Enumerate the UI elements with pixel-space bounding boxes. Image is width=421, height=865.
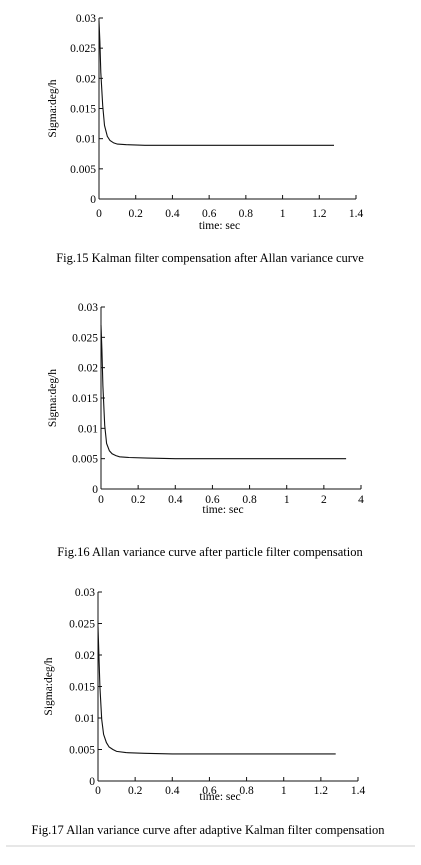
- chart3-x-tick-label: 0.6: [202, 785, 217, 797]
- chart1-y-tick-label: 0.005: [70, 164, 96, 176]
- chart1-y-tick-label: 0.03: [76, 13, 96, 25]
- chart2-series-line: [100, 325, 347, 460]
- chart3-x-tick-label: 1.2: [314, 785, 329, 797]
- chart2-y-tick-label: 0.03: [78, 302, 98, 314]
- chart1-y-tick-label: 0.01: [76, 134, 96, 146]
- chart1-y-tick-label: 0: [90, 194, 96, 206]
- chart3-x-tick-label: 1.4: [351, 785, 366, 797]
- chart1-x-tick-label: 1: [280, 208, 286, 220]
- chart3-x-tick-label: 0.2: [128, 785, 143, 797]
- chart2-x-tick-label: 0.6: [205, 494, 220, 506]
- chart1-caption: Fig.15 Kalman filter compensation after …: [56, 251, 364, 265]
- chart1-y-axis-label: Sigma:deg/h: [47, 79, 59, 137]
- chart2-y-tick-label: 0.02: [78, 363, 98, 375]
- chart3-caption: Fig.17 Allan variance curve after adapti…: [32, 823, 386, 837]
- chart1-y-tick-label: 0.015: [70, 104, 96, 116]
- chart1-series-line: [98, 20, 334, 146]
- chart1-y-tick-label: 0.02: [76, 73, 96, 85]
- chart2-y-tick-label: 0.01: [78, 423, 98, 435]
- chart3-x-axis-label: time: sec: [199, 791, 240, 803]
- chart2-y-tick-label: 0.005: [72, 454, 98, 466]
- chart1-x-tick-label: 0: [96, 208, 102, 220]
- chart2-x-tick-label: 0.2: [131, 494, 146, 506]
- chart3-y-tick-label: 0.02: [75, 650, 95, 662]
- chart3-x-tick-label: 0.8: [239, 785, 254, 797]
- chart3-y-tick-label: 0.015: [69, 682, 95, 694]
- chart2-x-tick-label: 0: [98, 494, 104, 506]
- chart2-y-axis-label: Sigma:deg/h: [47, 369, 59, 427]
- chart3-x-tick-label: 0: [95, 785, 101, 797]
- chart2-x-tick-label: 1: [284, 494, 290, 506]
- chart3-y-tick-label: 0.025: [69, 619, 95, 631]
- chart2-y-tick-label: 0.025: [72, 332, 98, 344]
- chart1-x-tick-label: 0.8: [239, 208, 254, 220]
- chart1-x-tick-label: 1.2: [312, 208, 327, 220]
- chart2-x-axis-label: time: sec: [202, 504, 243, 516]
- chart1-y-tick-label: 0.025: [70, 43, 96, 55]
- chart3-y-axis-label: Sigma:deg/h: [43, 657, 55, 715]
- chart1-x-tick-label: 1.4: [349, 208, 364, 220]
- chart3-x-tick-label: 1: [281, 785, 287, 797]
- chart3-series-line: [97, 626, 336, 755]
- chart1-x-tick-label: 0.6: [202, 208, 217, 220]
- chart3-y-tick-label: 0.005: [69, 745, 95, 757]
- chart2-y-tick-label: 0.015: [72, 393, 98, 405]
- chart2-x-tick-label: 4: [358, 494, 364, 506]
- chart1-x-tick-label: 0.4: [165, 208, 180, 220]
- chart1-x-axis-label: time: sec: [199, 220, 240, 232]
- chart2-y-tick-label: 0: [92, 484, 98, 496]
- chart2-caption: Fig.16 Allan variance curve after partic…: [57, 545, 363, 559]
- chart3-y-tick-label: 0.03: [75, 587, 95, 599]
- chart2-x-tick-label: 0.4: [168, 494, 183, 506]
- chart2-x-tick-label: 2: [321, 494, 327, 506]
- chart3-y-tick-label: 0: [89, 776, 95, 788]
- chart1-x-tick-label: 0.2: [129, 208, 144, 220]
- chart2-x-tick-label: 0.8: [242, 494, 257, 506]
- chart3-x-tick-label: 0.4: [165, 785, 180, 797]
- chart3-y-tick-label: 0.01: [75, 713, 95, 725]
